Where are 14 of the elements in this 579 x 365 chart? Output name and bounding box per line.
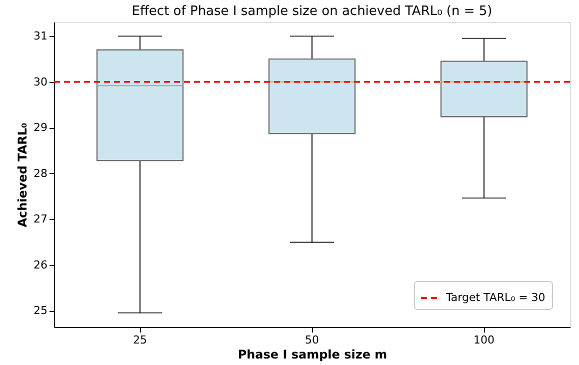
y-tick-label: 25 [34, 304, 48, 318]
legend-label: Target TARL₀ = 30 [445, 291, 546, 304]
y-tick-label: 26 [34, 258, 48, 272]
x-axis-title: Phase I sample size m [238, 348, 388, 362]
y-tick-label: 29 [34, 121, 48, 134]
y-tick-label: 28 [34, 166, 48, 180]
y-tick-label: 31 [34, 30, 48, 43]
x-tick-label: 50 [305, 334, 319, 346]
x-tick-label: 100 [474, 334, 494, 346]
chart-title: Effect of Phase I sample size on achieved TARL₀ (n = 5) [132, 4, 492, 19]
y-axis-title: Achieved TARL₀ [16, 122, 30, 228]
y-tick-label: 30 [34, 75, 48, 88]
x-tick-label: 25 [133, 334, 147, 346]
y-tick-label: 27 [34, 212, 48, 226]
